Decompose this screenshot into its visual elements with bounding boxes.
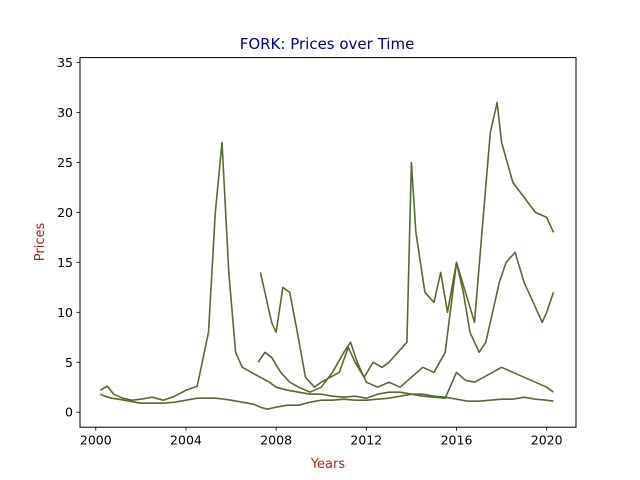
chart-title: FORK: Prices over Time [240, 35, 415, 53]
y-tick-label: 0 [65, 405, 73, 420]
x-tick-label: 2000 [80, 433, 112, 448]
series-line-2 [99, 141, 554, 402]
y-tick-label: 30 [57, 105, 73, 120]
y-tick-label: 10 [57, 305, 73, 320]
x-tick-label: 2004 [170, 433, 202, 448]
series-layer [99, 101, 555, 411]
y-tick-label: 25 [57, 155, 73, 170]
x-axis: 2000 2004 2008 2012 2016 2020 [80, 427, 563, 448]
x-tick-label: 2020 [531, 433, 563, 448]
x-tick-label: 2012 [350, 433, 382, 448]
y-axis-label: Prices [33, 223, 48, 262]
series-line-3 [259, 101, 555, 389]
y-tick-label: 5 [65, 355, 73, 370]
y-tick-label: 15 [57, 255, 73, 270]
series-line-1 [99, 393, 554, 411]
y-axis: 0 5 10 15 20 25 30 35 [57, 55, 80, 420]
plot-frame [79, 57, 577, 428]
x-tick-label: 2008 [260, 433, 292, 448]
series-line-4 [257, 251, 555, 394]
y-tick-label: 35 [57, 55, 73, 70]
x-tick-label: 2016 [441, 433, 473, 448]
y-tick-label: 20 [57, 205, 73, 220]
x-axis-label: Years [310, 457, 346, 472]
